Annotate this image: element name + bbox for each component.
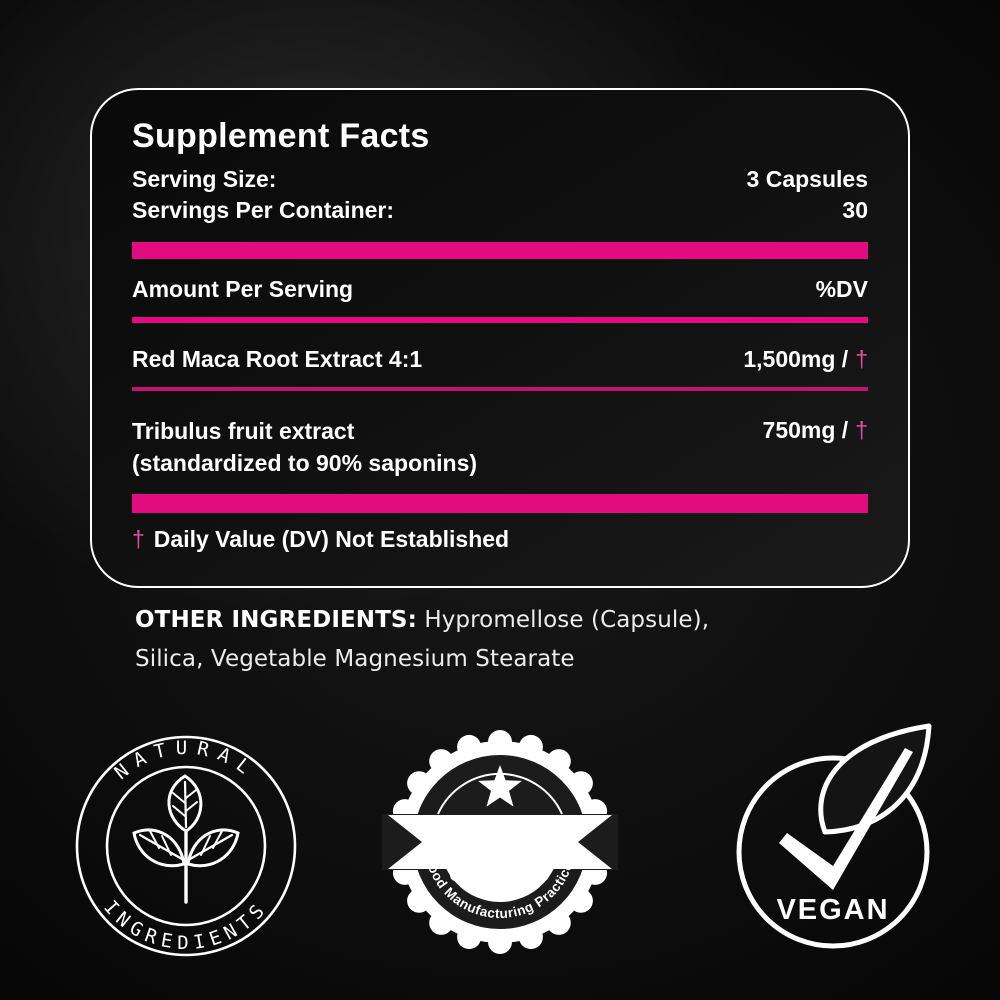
- divider-bar-thick-bottom: [132, 494, 868, 513]
- servings-per-container-label: Servings Per Container:: [132, 197, 395, 223]
- ingredient-row: Tribulus fruit extract (standardized to …: [132, 415, 868, 479]
- serving-size-value: 3 Capsules: [746, 166, 868, 192]
- gmp-certified-badge: GMP CERTIFIED Good Manufacturing Practic…: [382, 730, 618, 954]
- panel-title: Supplement Facts: [132, 117, 430, 155]
- badge-inner-circle: [105, 765, 267, 927]
- plant-leaves-icon: [132, 774, 240, 904]
- servings-per-container-row: Servings Per Container: 30: [132, 195, 868, 226]
- vegan-badge: VEGAN: [736, 723, 932, 949]
- divider-bar-thin: [132, 317, 868, 323]
- daily-value-footnote: † Daily Value (DV) Not Established: [132, 524, 868, 554]
- gmp-title: GMP: [445, 814, 556, 866]
- ingredient-note: (standardized to 90% saponins): [132, 450, 478, 476]
- ingredient-name: Tribulus fruit extract: [132, 418, 355, 444]
- vegan-circle: [736, 755, 930, 949]
- supplement-facts-panel: Supplement Facts Serving Size: 3 Capsule…: [90, 88, 910, 588]
- serving-size-label: Serving Size:: [132, 166, 277, 192]
- badge-outer-circle: [75, 735, 297, 957]
- dagger-symbol: †: [855, 417, 868, 443]
- other-ingredients-text: Hypromellose (Capsule), Silica, Vegetabl…: [135, 607, 710, 672]
- leaf-checkmark-icon: [779, 723, 932, 890]
- other-ingredients: OTHER INGREDIENTS: Hypromellose (Capsule…: [135, 601, 785, 679]
- ingredient-name: Red Maca Root Extract 4:1: [132, 346, 423, 372]
- amount-value: 750mg /: [762, 417, 849, 443]
- divider-hairline: [132, 387, 868, 391]
- divider-bar-thick-top: [132, 242, 868, 259]
- ingredient-amount: 1,500mg / †: [743, 344, 868, 375]
- column-header-row: Amount Per Serving %DV: [132, 274, 868, 305]
- servings-per-container-value: 30: [842, 197, 868, 223]
- ribbon-banner: [388, 815, 612, 869]
- vegan-label: VEGAN: [776, 894, 889, 926]
- ingredient-name-block: Tribulus fruit extract (standardized to …: [132, 415, 477, 479]
- dagger-symbol: †: [132, 526, 145, 552]
- footnote-text: Daily Value (DV) Not Established: [153, 526, 510, 552]
- star-icon: [478, 765, 522, 807]
- dv-header: %DV: [815, 276, 868, 302]
- other-ingredients-label: OTHER INGREDIENTS:: [135, 607, 417, 633]
- amount-value: 1,500mg /: [743, 346, 849, 372]
- natural-ingredients-badge: NATURAL INGREDIENTS: [75, 735, 297, 957]
- ingredient-amount: 750mg / †: [763, 415, 868, 446]
- dagger-symbol: †: [855, 346, 868, 372]
- ingredient-row: Red Maca Root Extract 4:1 1,500mg / †: [132, 344, 868, 375]
- gmp-subtitle: CERTIFIED: [449, 865, 550, 885]
- serving-size-row: Serving Size: 3 Capsules: [132, 164, 868, 195]
- amount-per-serving-header: Amount Per Serving: [132, 276, 354, 302]
